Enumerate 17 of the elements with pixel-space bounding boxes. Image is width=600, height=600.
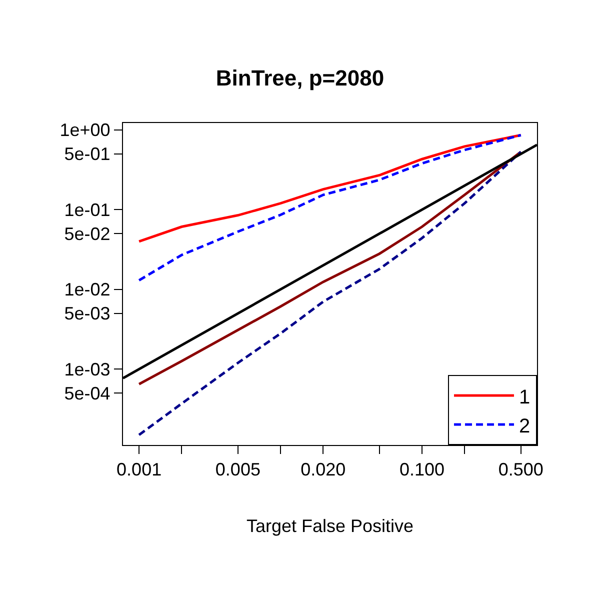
y-tick-label: 1e-03: [64, 359, 110, 380]
legend-label: 1: [519, 386, 530, 408]
chart-title: BinTree, p=2080: [216, 66, 384, 91]
x-tick-label: 0.005: [215, 460, 260, 480]
y-tick-label: 5e-01: [64, 144, 110, 164]
y-tick-label: 1e-01: [64, 200, 110, 220]
y-tick-label: 1e-02: [64, 280, 110, 300]
x-tick-label: 0.500: [498, 460, 544, 480]
legend-label: 2: [519, 415, 530, 438]
y-tick-label: 5e-02: [64, 224, 110, 244]
x-tick-label: 0.100: [399, 460, 445, 480]
y-tick-label: 5e-03: [64, 304, 110, 324]
y-tick-label: 5e-04: [64, 383, 110, 404]
x-tick-label: 0.001: [116, 460, 162, 480]
x-axis-title: Target False Positive: [246, 516, 414, 536]
y-tick-label: 1e+00: [60, 120, 110, 140]
x-tick-label: 0.020: [300, 460, 346, 480]
